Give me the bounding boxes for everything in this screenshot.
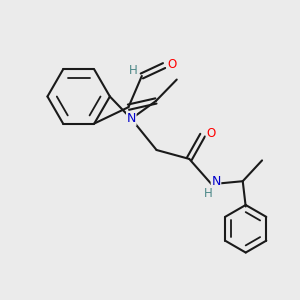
Text: O: O xyxy=(167,58,176,70)
Text: H: H xyxy=(204,187,213,200)
Text: N: N xyxy=(211,175,221,188)
Text: O: O xyxy=(206,127,216,140)
Text: N: N xyxy=(127,112,136,125)
Text: H: H xyxy=(129,64,138,77)
